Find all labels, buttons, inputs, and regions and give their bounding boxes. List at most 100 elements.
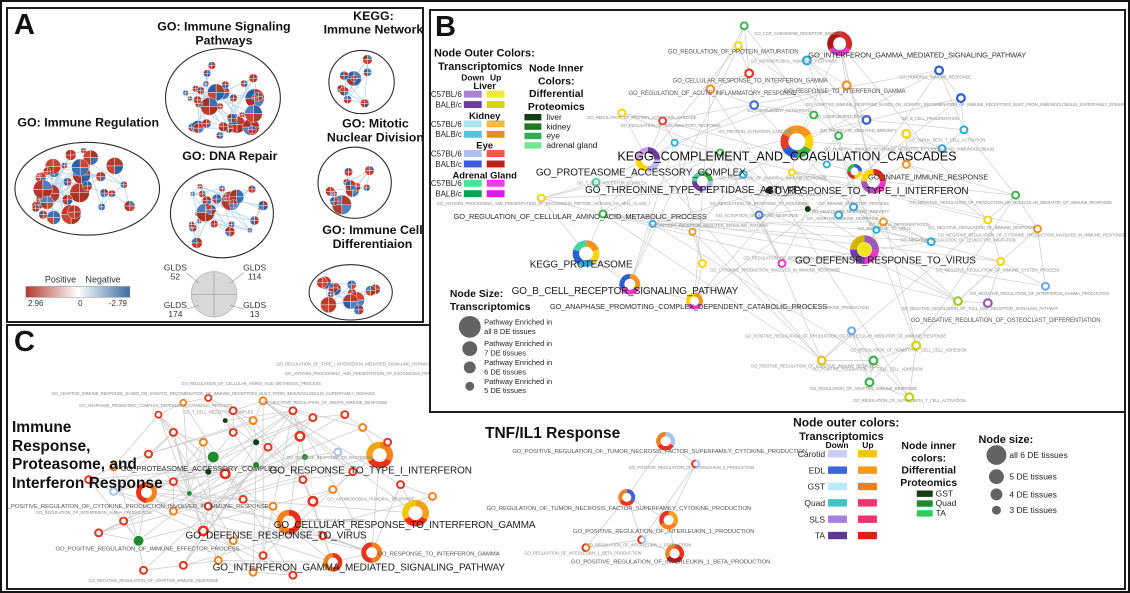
pie-node-quadrant [342,178,347,183]
network-edge [113,491,372,553]
network-node-center [398,482,403,487]
pie-node-quadrant [211,65,216,70]
network-node [739,21,749,31]
network-node-segment [674,544,685,559]
network-node-center [811,112,817,118]
pie-node-quadrant [185,89,189,94]
network-node [765,186,773,194]
network-node [872,225,881,234]
network-edge [692,231,703,264]
pie-node-quadrant [247,230,251,234]
pie-node-quadrant [229,94,234,99]
network-node [801,55,812,66]
network-node-center [639,537,645,543]
colorbar [25,286,131,298]
network-node [268,501,278,511]
pie-node-quadrant [129,200,136,207]
network-node-center [1035,226,1040,232]
network-edge [188,442,204,494]
network-node-center [600,211,606,217]
size-legend-circle [990,488,1003,501]
size-legend-title: Node size: [979,434,1034,446]
glds-label: GLDS [243,263,266,273]
pie-node-quadrant [120,184,125,189]
network-edge [98,532,139,542]
network-node [84,475,94,485]
cluster-outline [317,146,392,219]
pie-node-quadrant [316,277,323,283]
go-term-label: GO_DEFENSE_RESPONSE_TO_BACTERIUM [287,455,374,460]
legend-swatch-down [828,515,847,523]
pie-node-quadrant [229,189,237,197]
legend-swatch-down [463,130,482,138]
size-legend-text: Pathway Enriched in [484,339,552,348]
network-edge [694,97,962,302]
network-node [396,480,406,490]
go-term-label: GO_NEGATIVE_REGULATION_OF_TOLL_LIKE_RECE… [901,306,1058,311]
go-term-label: GO_REGULATION_OF_TYPE_I_INTERFERON_MEDIA… [276,361,431,366]
network-node-center [913,342,919,349]
colorbar-positive-label: Positive [45,275,76,285]
pie-node-quadrant [106,157,115,167]
pie-node-quadrant [38,214,44,220]
network-node [205,468,212,475]
pie-node-quadrant [36,172,40,176]
network-node-center [824,162,829,167]
go-term-label: GO_REGULATION_OF_ACUTE_INFLAMMATORY_RESP… [628,91,796,97]
network-edge [302,479,334,563]
size-legend-text: Pathway Enriched in [484,377,552,386]
strain-label: BALB/c [435,190,462,199]
network-edge [796,141,943,149]
network-node-center [270,503,276,509]
network-node-center [200,527,207,534]
pie-node-quadrant [351,284,357,290]
pie-node-quadrant [90,149,99,158]
network-node-center [200,439,206,445]
go-term-label: GO_ANTIGEN_PROCESSING_AND_PRESENTATION_O… [285,371,499,376]
network-edge [347,72,368,100]
network-node-center [111,464,117,470]
network-edge [641,463,696,540]
network-node-segment [585,240,599,252]
legend-swatch-up [486,130,505,138]
size-legend-title: Transcriptomics [450,302,531,313]
network-edge [202,530,219,561]
pie-node-quadrant [247,227,251,231]
network-edge [720,152,959,302]
pie-node-quadrant [254,215,260,221]
pie-node-quadrant [218,126,224,132]
network-edge [652,223,932,243]
go-term-label: GO_POSITIVE_REGULATION_OF_INTERLEUKIN_6_… [629,465,755,470]
network-edge [869,381,910,398]
pie-node-quadrant [231,224,236,228]
pie-node-quadrant [239,111,243,116]
tissue-label: Carotid [798,449,826,459]
network-edge [208,397,234,412]
size-legend-text: all 8 DE tissues [484,327,536,336]
pie-node-quadrant [247,125,253,131]
network-node-segment [288,509,302,535]
go-term-label: GO_NEGATIVE_REGULATION_OF_CYTOKINE_PRODU… [938,233,1124,238]
pie-node-quadrant [367,59,373,65]
strain-label: BALB/c [435,130,462,139]
pie-node-quadrant [339,70,345,76]
go-term-label: GO_NEGATIVE_REGULATION_OF_OSTEOCLAST_DIF… [911,318,1101,324]
network-edge [839,43,917,346]
network-node-segment [618,489,628,502]
network-edge [199,220,251,231]
network-node-segment [691,180,703,192]
go-term-label: GO_NEGATIVE_REGULATION_OF_IMMUNE_RESPONS… [928,225,1036,230]
network-node [955,93,966,104]
network-edge [146,456,214,493]
network-edge [173,473,226,483]
pie-node-quadrant [327,291,331,295]
network-node [934,65,945,76]
network-node-center [290,572,296,578]
strain-label: C57BL/6 [431,150,462,159]
network-node-center [309,498,316,505]
network-edge [262,400,401,485]
tissue-group-header: Liver [473,80,496,91]
glds-leader-line [229,304,244,310]
network-edge [662,70,940,122]
network-node-center [804,57,810,64]
